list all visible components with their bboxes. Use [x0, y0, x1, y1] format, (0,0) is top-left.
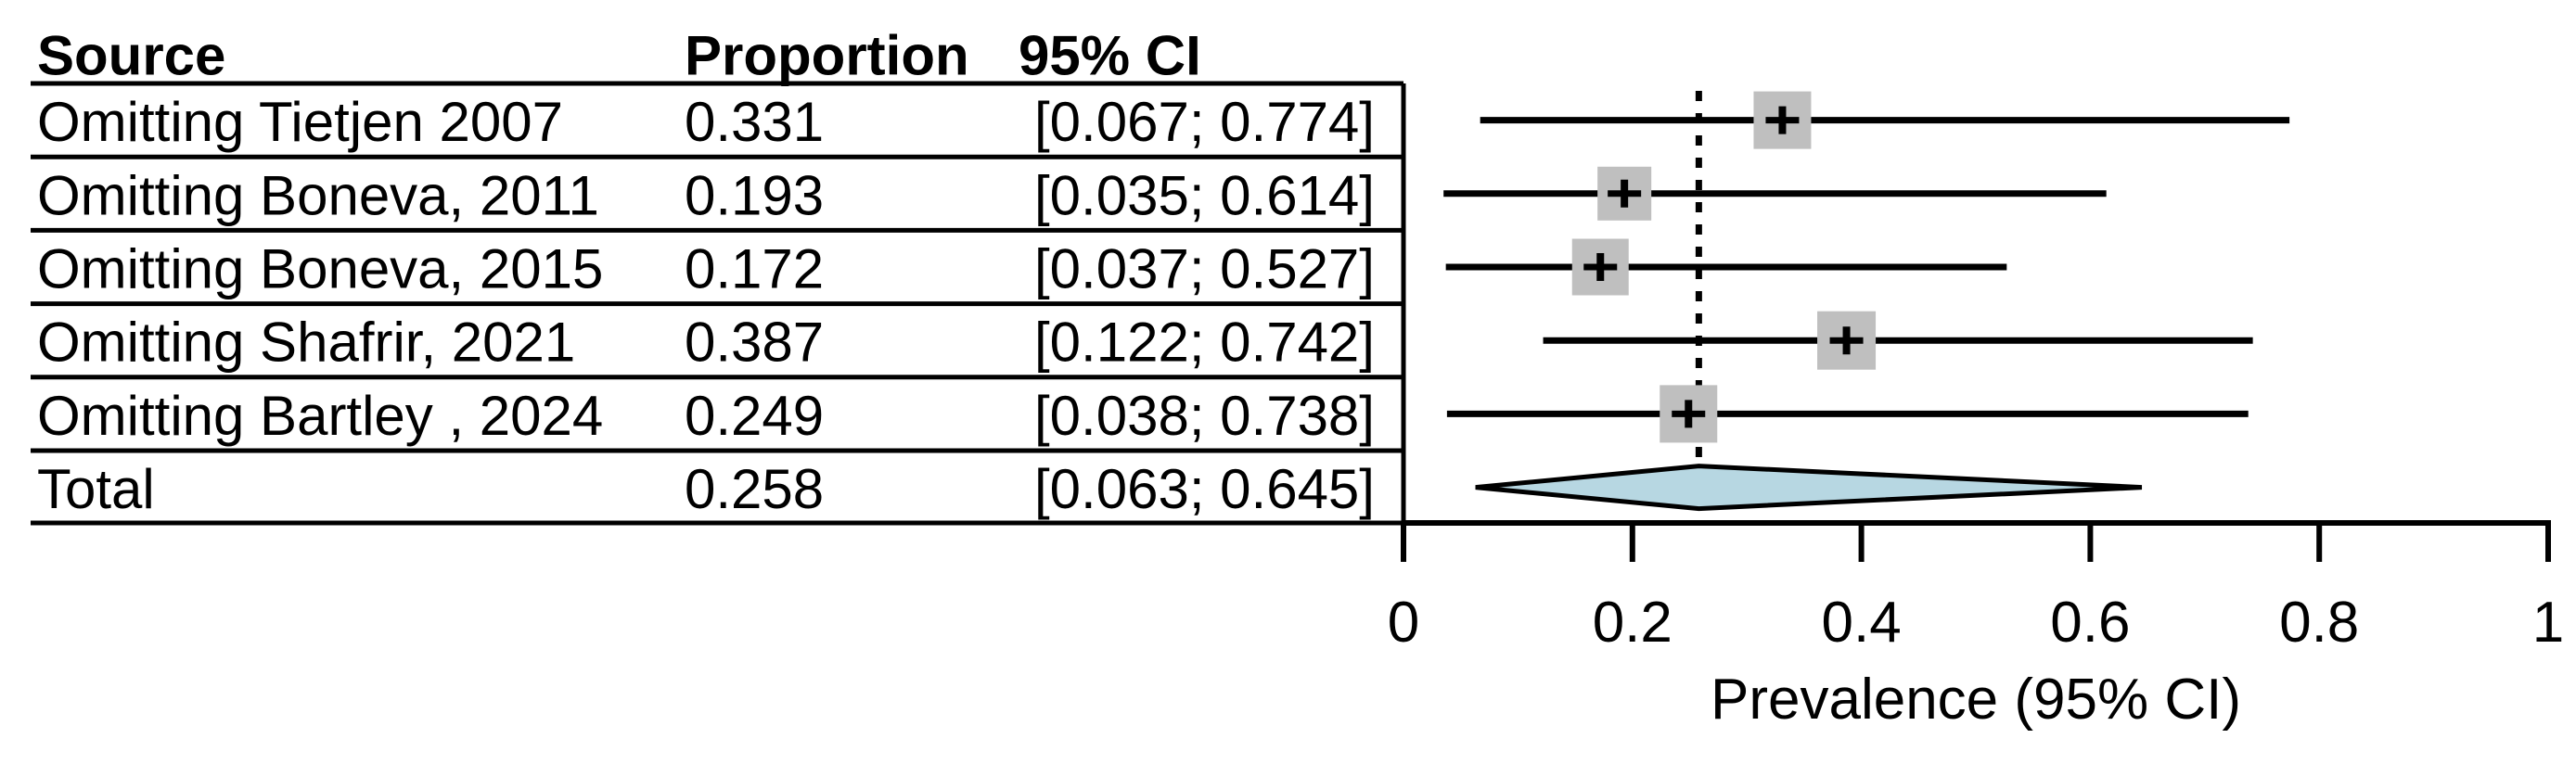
- row-ci-value: [0.067; 0.774]: [1034, 91, 1375, 153]
- row-proportion-value: 0.387: [685, 312, 824, 374]
- column-header-source: Source: [37, 25, 225, 87]
- x-tick-label: 0.8: [2279, 591, 2359, 655]
- row-source-label: Omitting Boneva, 2011: [37, 164, 599, 226]
- x-axis-label: Prevalence (95% CI): [1711, 668, 2241, 732]
- study-table: Omitting Tietjen 2007 0.331 [0.067; 0.774]…: [31, 81, 1406, 526]
- x-tick-label: 0: [1388, 591, 1419, 655]
- row-source-label: Omitting Boneva, 2015: [37, 238, 603, 300]
- forest-plot: 0 0.2 0.4 0.6 0.8 1: [1388, 91, 2564, 655]
- row-source-label: Omitting Shafrir, 2021: [37, 312, 575, 374]
- column-header-proportion: Proportion: [685, 25, 969, 87]
- row-ci-value: [0.037; 0.527]: [1034, 238, 1375, 300]
- row-proportion-value: 0.172: [685, 238, 824, 300]
- row-proportion-value: 0.258: [685, 458, 824, 520]
- row-ci-value: [0.122; 0.742]: [1034, 312, 1375, 374]
- row-source-label: Omitting Tietjen 2007: [37, 91, 563, 153]
- row-source-label: Total: [37, 458, 155, 520]
- total-diamond: [1475, 464, 2143, 512]
- column-header-ci: 95% CI: [1019, 25, 1201, 87]
- x-tick-label: 0.4: [1821, 591, 1901, 655]
- row-proportion-value: 0.193: [685, 164, 824, 226]
- row-ci-value: [0.035; 0.614]: [1034, 164, 1375, 226]
- row-source-label: Omitting Bartley , 2024: [37, 385, 603, 447]
- x-tick-label: 1: [2532, 591, 2564, 655]
- row-ci-value: [0.038; 0.738]: [1034, 385, 1375, 447]
- row-proportion-value: 0.249: [685, 385, 824, 447]
- row-ci-value: [0.063; 0.645]: [1034, 458, 1375, 520]
- row-proportion-value: 0.331: [685, 91, 824, 153]
- x-tick-label: 0.6: [2050, 591, 2130, 655]
- x-tick-label: 0.2: [1593, 591, 1672, 655]
